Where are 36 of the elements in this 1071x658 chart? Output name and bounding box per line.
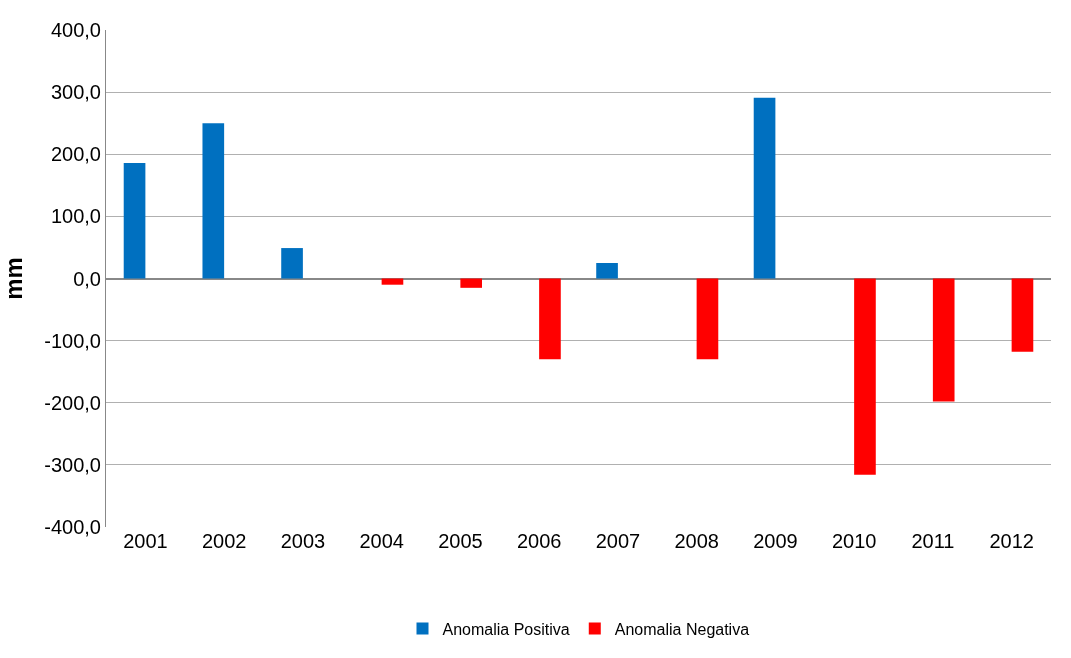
- x-tick-label: 2009: [753, 530, 798, 552]
- legend-label: Anomalia Negativa: [614, 620, 750, 638]
- bar: [539, 278, 561, 360]
- y-tick-label: -400,0: [44, 516, 101, 538]
- x-tick-label: 2005: [438, 530, 483, 552]
- x-tick-label: 2011: [911, 530, 955, 552]
- y-tick-label: 100,0: [50, 205, 101, 228]
- bar: [854, 278, 876, 475]
- y-tick-label: -100,0: [44, 329, 101, 352]
- bar: [460, 278, 483, 288]
- bar: [202, 123, 225, 279]
- x-tick-label: 2007: [595, 530, 641, 552]
- bar: [596, 262, 618, 279]
- x-tick-label: 2010: [831, 530, 877, 552]
- y-tick-label: 300,0: [50, 81, 101, 104]
- bar: [696, 278, 719, 360]
- x-tick-label: 2004: [359, 530, 404, 552]
- bar: [932, 278, 955, 402]
- x-tick-label: 2006: [516, 530, 562, 552]
- bar: [753, 97, 776, 279]
- bar: [381, 278, 404, 285]
- y-tick-label: 0,0: [73, 267, 101, 290]
- y-tick-label: -200,0: [44, 391, 101, 414]
- x-tick-label: 2012: [989, 530, 1034, 552]
- y-tick-label: -300,0: [44, 453, 101, 476]
- y-tick-label: 200,0: [50, 143, 101, 166]
- y-axis-title: mm: [0, 257, 27, 300]
- x-tick-label: 2008: [674, 530, 719, 552]
- bar: [281, 248, 303, 279]
- bar: [1011, 278, 1034, 352]
- y-tick-label: 400,0: [50, 19, 101, 41]
- legend-label: Anomalia Positiva: [442, 620, 570, 638]
- bar: [123, 162, 146, 279]
- x-tick-label: 2001: [123, 530, 168, 552]
- x-tick-label: 2002: [201, 530, 247, 552]
- x-tick-label: 2003: [280, 530, 326, 552]
